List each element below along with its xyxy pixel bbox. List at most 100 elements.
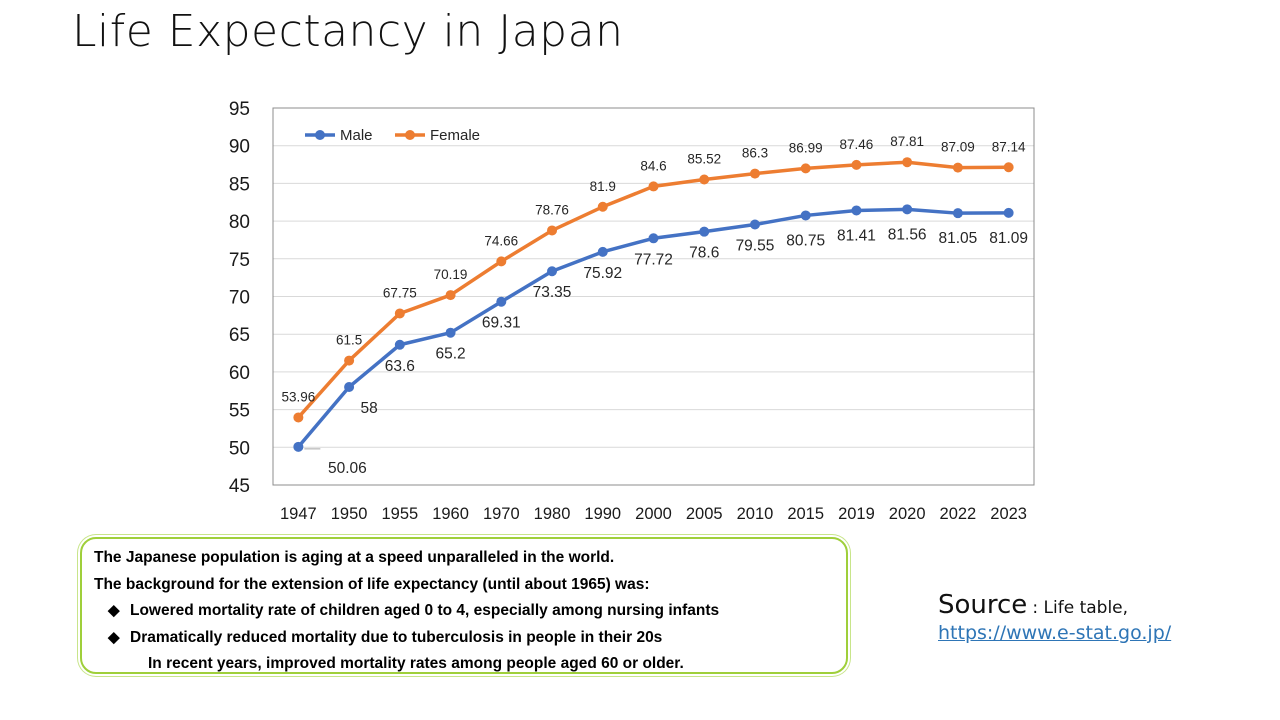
female-data-label: 87.14 [992, 139, 1026, 154]
male-data-point [496, 296, 507, 307]
female-data-label: 84.6 [640, 158, 666, 173]
male-data-label: 81.05 [939, 230, 978, 247]
data-labels: 50.06 58 63.6 65.2 69.31 73.35 75.92 77.72 78.6 7… [281, 134, 1028, 477]
female-data-label: 67.75 [383, 285, 417, 300]
male-data-point [344, 381, 355, 392]
male-data-point [445, 327, 456, 338]
y-tick-label: 80 [229, 212, 250, 233]
female-data-point [344, 355, 355, 366]
y-tick-label: 45 [229, 476, 250, 497]
note-line: The background for the extension of life… [94, 575, 650, 593]
male-legend-label: Male [340, 127, 373, 144]
page-title: Life Expectancy in Japan [72, 6, 624, 57]
y-tick-label: 60 [229, 363, 250, 384]
x-tick-label: 1947 [280, 505, 317, 523]
y-tick-label: 90 [229, 137, 250, 158]
source-heading: Source [938, 590, 1028, 620]
female-data-label: 87.81 [890, 134, 924, 149]
female-data-label: 87.46 [840, 137, 874, 152]
male-data-label: 63.6 [385, 358, 415, 375]
male-series-line [297, 207, 1009, 448]
x-tick-label: 2005 [686, 505, 723, 523]
female-data-point [293, 412, 304, 423]
male-data-point [1003, 207, 1014, 218]
male-data-label: 73.35 [533, 284, 572, 301]
male-data-point [394, 339, 405, 350]
female-data-point [749, 168, 760, 179]
source-label: : Life table, [1032, 598, 1129, 618]
female-data-point [597, 201, 608, 212]
female-data-point [648, 181, 659, 192]
x-tick-label: 2000 [635, 505, 672, 523]
note-line: In recent years, improved mortality rate… [148, 655, 684, 672]
male-data-point [902, 204, 913, 215]
female-data-label: 53.96 [281, 389, 315, 404]
y-tick-label: 95 [229, 99, 250, 120]
note-bullet-text: Lowered mortality rate of children aged … [130, 602, 720, 619]
female-data-label: 78.76 [535, 202, 569, 217]
x-tick-label: 1990 [584, 505, 621, 523]
male-data-label: 81.41 [837, 227, 876, 244]
chart-legend: Male Female [305, 127, 480, 144]
x-tick-label: 2022 [940, 505, 977, 523]
y-tick-label: 50 [229, 438, 250, 459]
x-tick-label: 1955 [381, 505, 418, 523]
note-box: The Japanese population is aging at a sp… [80, 537, 848, 674]
y-tick-label: 55 [229, 401, 250, 422]
female-data-label: 70.19 [434, 267, 468, 282]
male-data-point [749, 219, 760, 230]
y-tick-label: 70 [229, 288, 250, 309]
note-bullet-item: ◆ Dramatically reduced mortality due to t… [94, 625, 846, 652]
male-data-point [851, 205, 862, 216]
male-data-label: 80.75 [786, 232, 825, 249]
male-data-point [648, 233, 659, 244]
female-data-point [445, 290, 456, 301]
female-data-point [800, 163, 811, 174]
x-axis: 1947 1950 1955 1960 1970 1980 1990 2000 2005 2010… [280, 505, 1027, 523]
female-data-label: 86.99 [789, 140, 823, 155]
note-line: The Japanese population is aging at a sp… [94, 549, 615, 566]
male-data-point [547, 266, 558, 277]
x-tick-label: 2020 [889, 505, 926, 523]
female-data-label: 74.66 [484, 233, 518, 248]
source-block: Source : Life table, https://www.e-stat.… [938, 590, 1171, 644]
male-data-point [293, 441, 304, 452]
female-data-point [699, 174, 710, 185]
y-tick-label: 65 [229, 325, 250, 346]
female-data-label: 86.3 [742, 146, 768, 161]
male-data-point [597, 246, 608, 257]
female-data-point [496, 256, 507, 267]
male-data-label: 69.31 [482, 315, 521, 332]
female-data-point [902, 157, 913, 168]
x-tick-label: 1980 [534, 505, 571, 523]
note-bullet-item: ◆ Lowered mortality rate of children aged… [94, 598, 846, 625]
x-tick-label: 2010 [737, 505, 774, 523]
female-data-label: 61.5 [336, 333, 362, 348]
male-data-label: 77.72 [634, 251, 673, 268]
female-data-point [1003, 162, 1014, 173]
male-data-label: 79.55 [736, 237, 775, 254]
male-data-point [800, 210, 811, 221]
female-data-label: 85.52 [687, 151, 721, 166]
x-tick-label: 2019 [838, 505, 875, 523]
female-data-point [952, 162, 963, 173]
male-data-label: 81.09 [989, 230, 1028, 247]
male-data-label: 75.92 [583, 265, 622, 282]
male-data-label: 81.56 [888, 226, 927, 243]
y-tick-label: 85 [229, 174, 250, 195]
female-data-point [394, 308, 405, 319]
x-tick-label: 1950 [331, 505, 368, 523]
male-legend-marker [315, 130, 325, 140]
y-axis: 45 50 55 60 65 70 75 80 85 90 95 [229, 99, 250, 497]
chart-series [293, 157, 1014, 452]
male-data-point [952, 208, 963, 219]
diamond-bullet-icon: ◆ [108, 602, 120, 619]
female-data-point [547, 225, 558, 236]
source-link[interactable]: https://www.e-stat.go.jp/ [938, 622, 1172, 644]
diamond-bullet-icon: ◆ [108, 628, 120, 646]
chart-gridlines [273, 145, 1034, 448]
female-legend-marker [405, 130, 415, 140]
female-data-label: 81.9 [590, 179, 616, 194]
male-data-point [699, 226, 710, 237]
